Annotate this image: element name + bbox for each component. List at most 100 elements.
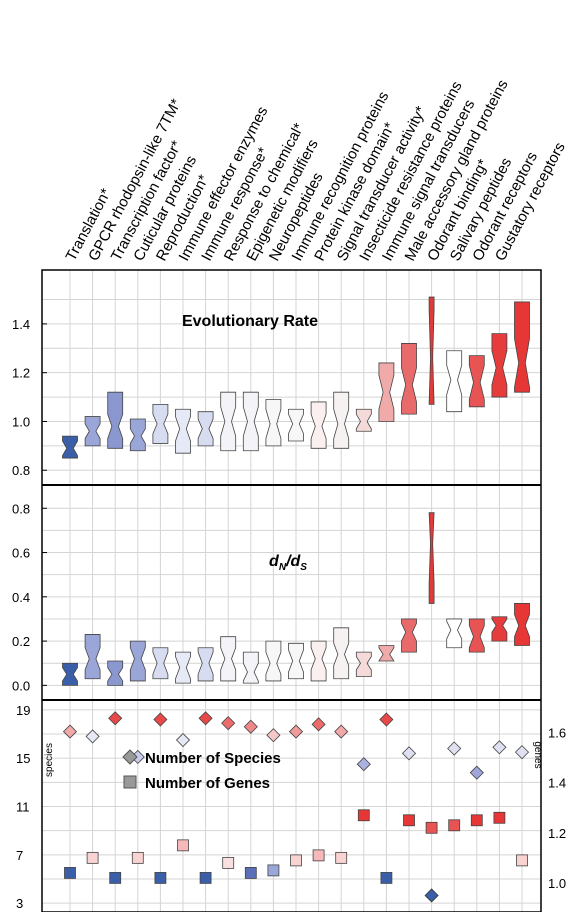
species-point	[198, 711, 213, 726]
legend-genes-label: Number of Genes	[145, 775, 270, 792]
box-mark	[333, 627, 350, 680]
legend-genes-marker	[123, 775, 137, 789]
box-mark	[378, 645, 395, 662]
box-mark	[514, 301, 530, 393]
y-tick-label-right: 1.4	[548, 776, 566, 791]
gene-point	[64, 867, 76, 879]
box-mark	[242, 391, 259, 452]
y-tick-label: 0.2	[12, 634, 30, 649]
gene-point	[199, 872, 212, 884]
box-mark	[129, 640, 146, 682]
y-tick-label: 1.0	[12, 414, 30, 429]
species-point	[424, 888, 439, 903]
y-tick-label: 1.4	[12, 317, 30, 332]
species-point	[492, 740, 507, 755]
box-mark	[310, 401, 327, 449]
box-mark	[265, 640, 282, 682]
box-mark	[220, 636, 237, 682]
box-mark	[468, 355, 485, 408]
panel-counts: 3 7 11 15 19 1.0 1.2 1.4 1.6 species genes Numbe…	[16, 700, 566, 912]
box-mark	[401, 618, 417, 653]
box-mark	[152, 647, 169, 680]
category-labels: Translation*GPCR rhodopsin-like 7TM*Tran…	[63, 77, 569, 264]
y-tick-label: 1.2	[12, 366, 30, 381]
gene-point	[109, 872, 122, 884]
box-mark	[401, 343, 417, 415]
gene-point	[403, 814, 415, 827]
species-point	[62, 724, 78, 739]
box-mark	[242, 651, 259, 684]
gene-point	[448, 819, 461, 832]
y-tick-label-left: 19	[16, 703, 30, 718]
legend: Number of Species Number of Genes	[122, 749, 281, 792]
y-tick-label: 0.8	[12, 463, 30, 478]
p3-points	[62, 711, 530, 903]
box-mark	[107, 391, 124, 449]
gene-point	[425, 821, 438, 834]
species-point	[311, 717, 326, 732]
box-mark	[333, 391, 350, 449]
box-mark	[265, 399, 282, 447]
box-mark	[446, 618, 463, 649]
species-point	[108, 711, 123, 726]
box-mark	[197, 647, 214, 682]
box-mark	[288, 408, 304, 442]
gene-point	[312, 849, 325, 862]
box-mark	[152, 403, 169, 444]
species-point	[266, 728, 281, 743]
gene-point	[357, 809, 370, 822]
y-tick-label-left: 11	[16, 800, 30, 815]
species-point	[153, 712, 168, 727]
y-tick-label-right: 1.2	[548, 826, 566, 841]
gene-point	[516, 854, 528, 867]
box-mark	[491, 616, 508, 642]
p1-grid	[42, 270, 541, 485]
species-point	[175, 732, 191, 748]
species-point	[243, 719, 258, 734]
panel-frames	[41, 269, 542, 912]
panel-evolutionary-rate: Evolutionary Rate 0.8 1.0 1.2 1.4	[12, 270, 541, 485]
box-mark	[428, 296, 435, 405]
box-mark	[514, 603, 530, 646]
box-mark	[288, 642, 304, 680]
y-tick-label: 0.6	[12, 546, 30, 561]
box-mark	[62, 662, 78, 686]
panel-title-dnds: dN/dS	[269, 553, 307, 573]
box-mark	[468, 618, 485, 653]
y-tick-label: 0.0	[12, 678, 30, 693]
box-mark	[378, 362, 395, 422]
box-mark	[428, 512, 435, 604]
box-mark	[197, 411, 214, 447]
species-point	[447, 741, 462, 756]
y-tick-label-right: 1.6	[548, 726, 566, 741]
gene-point	[493, 811, 506, 824]
p2-ticks: 0.0 0.2 0.4 0.6 0.8	[12, 501, 47, 693]
y-tick-label-right: 1.0	[548, 876, 566, 891]
p2-boxes	[62, 512, 530, 686]
legend-species-marker	[122, 749, 138, 765]
y-tick-label-left: 15	[16, 751, 30, 766]
box-mark	[84, 416, 101, 447]
species-point	[334, 724, 349, 739]
y-tick-label: 0.4	[12, 590, 30, 605]
gene-point	[267, 864, 280, 877]
box-mark	[175, 408, 191, 454]
species-point	[221, 716, 236, 731]
right-axis-label: genes	[532, 741, 543, 768]
box-mark	[84, 634, 101, 680]
box-mark	[355, 651, 372, 677]
p1-ticks: 0.8 1.0 1.2 1.4	[12, 317, 47, 478]
box-mark	[355, 408, 372, 432]
box-mark	[175, 651, 191, 684]
gene-point	[470, 814, 483, 827]
species-point	[356, 757, 371, 772]
box-mark	[107, 660, 124, 686]
panel-dnds: dN/dS 0.0 0.2 0.4 0.6 0.8	[12, 485, 541, 700]
p3-ticks: 3 7 11 15 19 1.0 1.2 1.4 1.6	[16, 703, 566, 911]
panel-title-evolutionary-rate: Evolutionary Rate	[182, 313, 318, 330]
box-mark	[310, 640, 327, 682]
species-point	[514, 745, 530, 760]
species-point	[469, 765, 484, 780]
box-mark	[446, 350, 463, 413]
